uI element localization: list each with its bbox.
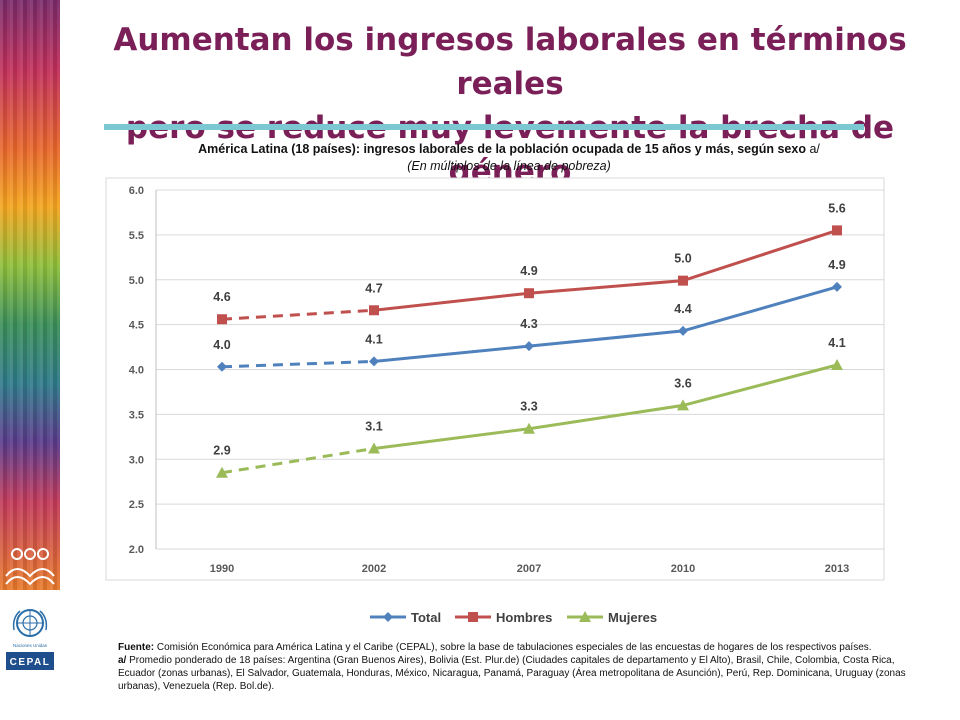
data-point-total (832, 281, 842, 292)
data-label-mujeres: 3.3 (520, 400, 537, 414)
y-tick-label: 5.0 (129, 275, 144, 287)
data-point-mujeres (216, 466, 228, 478)
chart-frame (105, 177, 885, 581)
chart-title-suffix: a/ (809, 142, 820, 156)
data-label-hombres: 4.9 (520, 264, 537, 278)
chart-subtitle: (En múltiplos de la línea de pobreza) (407, 159, 611, 173)
source-note-label: a/ (118, 655, 127, 666)
x-tick-label: 2002 (362, 563, 386, 575)
x-tick-label: 2013 (825, 563, 849, 575)
series-line-dashed-mujeres (221, 446, 375, 475)
data-point-mujeres (523, 422, 535, 434)
un-logo-text: Naciones Unidas (13, 643, 48, 648)
y-tick-label: 3.0 (129, 454, 144, 466)
un-emblem-icon: Naciones Unidas (12, 609, 48, 648)
chart-title-text: América Latina (18 países): ingresos lab… (198, 142, 806, 156)
series-line-dashed-hombres (221, 308, 375, 321)
y-tick-label: 5.5 (129, 230, 144, 242)
legend-marker-hombres (468, 612, 478, 622)
source-fuente-label: Fuente: (118, 642, 155, 653)
series-line-dashed-total (221, 359, 375, 369)
y-tick-label: 6.0 (129, 185, 144, 197)
data-point-hombres (678, 275, 688, 286)
chart-title: América Latina (18 países): ingresos lab… (104, 142, 914, 156)
legend-label-mujeres: Mujeres (608, 610, 657, 625)
data-point-mujeres (368, 442, 380, 454)
legend-marker-mujeres (579, 611, 591, 622)
data-label-hombres: 4.7 (365, 281, 382, 295)
title-divider (104, 124, 864, 130)
data-label-total: 4.0 (213, 338, 230, 352)
data-label-hombres: 4.6 (213, 290, 230, 304)
title-line-1: Aumentan los ingresos laborales en térmi… (113, 22, 907, 102)
data-label-mujeres: 3.6 (674, 376, 691, 390)
source-fuente: Fuente: Comisión Económica para América … (118, 641, 908, 654)
data-label-hombres: 5.6 (828, 201, 845, 215)
legend-label-total: Total (411, 610, 441, 625)
data-label-total: 4.1 (365, 332, 382, 346)
data-point-mujeres (831, 359, 843, 371)
data-point-mujeres (677, 399, 689, 411)
data-point-total (678, 325, 688, 336)
series-line-hombres (373, 228, 838, 312)
x-tick-label: 2007 (517, 563, 541, 575)
cepal-logo: CEPAL (6, 652, 54, 670)
data-point-total (369, 356, 379, 367)
source-fuente-text: Comisión Económica para América Latina y… (156, 642, 872, 653)
series-line-mujeres (373, 363, 838, 450)
y-tick-label: 4.5 (129, 320, 144, 332)
data-label-hombres: 5.0 (674, 252, 691, 266)
y-tick-label: 3.5 (129, 409, 144, 421)
y-tick-label: 2.0 (129, 544, 144, 556)
y-tick-label: 2.5 (129, 499, 144, 511)
data-label-total: 4.9 (828, 258, 845, 272)
data-point-hombres (217, 314, 227, 325)
series-line-total (373, 285, 838, 363)
data-label-mujeres: 3.1 (365, 419, 382, 433)
cepal-emblem (5, 548, 55, 586)
decorative-side-strip (0, 0, 60, 590)
data-point-hombres (369, 305, 379, 316)
legend-label-hombres: Hombres (496, 610, 552, 625)
data-point-total (524, 341, 534, 352)
data-point-hombres (832, 225, 842, 236)
data-label-mujeres: 2.9 (213, 444, 230, 458)
data-point-total (217, 361, 227, 372)
data-label-mujeres: 4.1 (828, 336, 845, 350)
cepal-logo-text: CEPAL (10, 657, 51, 668)
source-note: Fuente: Comisión Económica para América … (118, 641, 908, 693)
x-tick-label: 1990 (210, 563, 234, 575)
source-footnote: a/ Promedio ponderado de 18 países: Arge… (118, 654, 908, 693)
data-label-total: 4.3 (520, 317, 537, 331)
data-label-total: 4.4 (674, 302, 691, 316)
source-note-text: Promedio ponderado de 18 países: Argenti… (118, 655, 906, 692)
data-point-hombres (524, 288, 534, 299)
legend-marker-total (383, 612, 393, 622)
x-tick-label: 2010 (671, 563, 695, 575)
y-tick-label: 4.0 (129, 365, 144, 377)
